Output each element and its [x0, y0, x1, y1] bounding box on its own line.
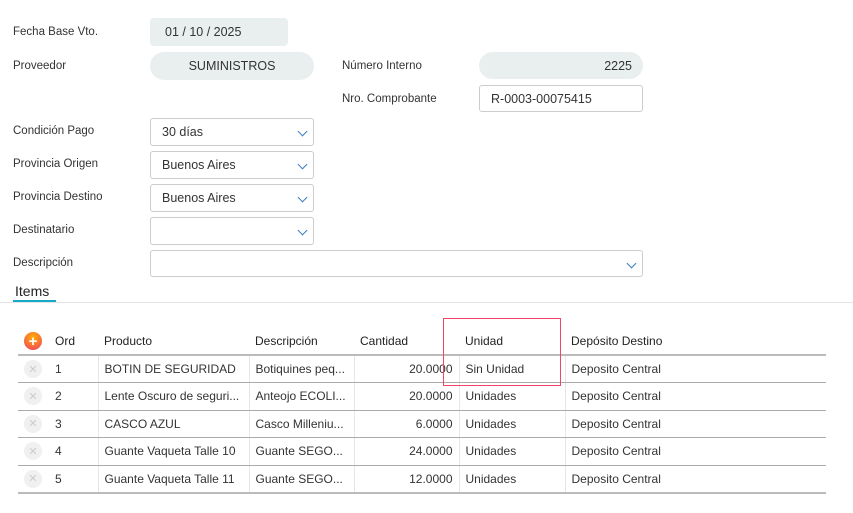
condicion-pago-value: 30 días: [162, 125, 204, 139]
cell-descripcion[interactable]: Guante SEGO...: [249, 465, 355, 494]
cell-deposito[interactable]: Deposito Central: [565, 437, 826, 466]
condicion-pago-select[interactable]: 30 días: [150, 118, 314, 146]
cell-ord: 1: [49, 355, 99, 383]
cell-deposito[interactable]: Deposito Central: [565, 410, 826, 438]
descripcion-select[interactable]: [150, 250, 643, 277]
tab-items-indicator: [13, 300, 56, 303]
cell-deposito[interactable]: Deposito Central: [565, 355, 826, 383]
cell-producto[interactable]: Guante Vaqueta Talle 10: [98, 437, 250, 466]
chevron-down-icon: [297, 159, 308, 170]
cell-unidad[interactable]: Unidades: [459, 382, 566, 411]
destinatario-label: Destinatario: [13, 224, 75, 236]
cell-producto[interactable]: Lente Oscuro de seguri...: [98, 382, 250, 411]
x-circle-icon[interactable]: ✕: [24, 442, 42, 461]
table-row[interactable]: ✕ 5 Guante Vaqueta Talle 11 Guante SEGO.…: [18, 465, 826, 494]
cell-unidad[interactable]: Sin Unidad: [459, 355, 566, 383]
table-row[interactable]: ✕ 1 BOTIN DE SEGURIDAD Botiquines peq...…: [18, 355, 826, 383]
provincia-destino-label: Provincia Destino: [13, 191, 103, 203]
proveedor-field[interactable]: SUMINISTROS: [150, 52, 314, 80]
nro-comprobante-label: Nro. Comprobante: [342, 93, 437, 105]
x-circle-icon[interactable]: ✕: [24, 360, 42, 378]
cell-unidad[interactable]: Unidades: [459, 437, 566, 466]
fecha-base-field[interactable]: 01 / 10 / 2025: [150, 18, 288, 46]
cell-cantidad[interactable]: 20.0000: [354, 382, 460, 411]
cell-descripcion[interactable]: Guante SEGO...: [249, 437, 355, 466]
table-row[interactable]: ✕ 2 Lente Oscuro de seguri... Anteojo EC…: [18, 382, 826, 411]
chevron-down-icon: [297, 225, 308, 236]
nro-comprobante-input[interactable]: R-0003-00075415: [479, 85, 643, 112]
proveedor-label: Proveedor: [13, 60, 67, 72]
chevron-down-icon: [626, 258, 637, 269]
cell-descripcion[interactable]: Anteojo ECOLI...: [249, 382, 355, 411]
table-header: + Ord Producto Descripción Cantidad Unid…: [18, 328, 826, 356]
cell-producto[interactable]: Guante Vaqueta Talle 11: [98, 465, 250, 494]
provincia-origen-value: Buenos Aires: [162, 158, 236, 172]
table-row[interactable]: ✕ 3 CASCO AZUL Casco Milleniu... 6.0000 …: [18, 410, 826, 438]
items-table: + Ord Producto Descripción Cantidad Unid…: [18, 328, 826, 494]
numero-interno-label: Número Interno: [342, 60, 422, 72]
header-producto[interactable]: Producto: [98, 328, 249, 356]
cell-ord: 3: [49, 410, 99, 438]
cell-cantidad[interactable]: 20.0000: [354, 355, 460, 383]
x-circle-icon[interactable]: ✕: [24, 414, 42, 433]
provincia-origen-label: Provincia Origen: [13, 158, 99, 170]
header-cantidad[interactable]: Cantidad: [354, 328, 459, 356]
cell-unidad[interactable]: Unidades: [459, 410, 566, 438]
header-ord[interactable]: Ord: [49, 328, 98, 356]
descripcion-label: Descripción: [13, 257, 74, 269]
cell-unidad[interactable]: Unidades: [459, 465, 566, 494]
condicion-pago-label: Condición Pago: [13, 125, 95, 137]
cell-ord: 2: [49, 382, 99, 411]
provincia-destino-select[interactable]: Buenos Aires: [150, 184, 314, 212]
table-row[interactable]: ✕ 4 Guante Vaqueta Talle 10 Guante SEGO.…: [18, 437, 826, 466]
cell-cantidad[interactable]: 12.0000: [354, 465, 460, 494]
cell-cantidad[interactable]: 24.0000: [354, 437, 460, 466]
cell-descripcion[interactable]: Botiquines peq...: [249, 355, 355, 383]
tab-divider: [0, 302, 853, 303]
cell-producto[interactable]: CASCO AZUL: [98, 410, 250, 438]
cell-producto[interactable]: BOTIN DE SEGURIDAD: [98, 355, 250, 383]
cell-cantidad[interactable]: 6.0000: [354, 410, 460, 438]
header-descripcion[interactable]: Descripción: [249, 328, 354, 356]
chevron-down-icon: [297, 126, 308, 137]
header-deposito[interactable]: Depósito Destino: [565, 328, 826, 356]
fecha-base-label: Fecha Base Vto.: [13, 26, 99, 38]
numero-interno-field[interactable]: 2225: [479, 52, 643, 79]
cell-deposito[interactable]: Deposito Central: [565, 465, 826, 494]
provincia-destino-value: Buenos Aires: [162, 191, 236, 205]
cell-descripcion[interactable]: Casco Milleniu...: [249, 410, 355, 438]
header-unidad[interactable]: Unidad: [459, 328, 565, 356]
tab-items[interactable]: Items: [15, 283, 50, 299]
provincia-origen-select[interactable]: Buenos Aires: [150, 151, 314, 179]
cell-deposito[interactable]: Deposito Central: [565, 382, 826, 411]
plus-circle-icon[interactable]: +: [24, 332, 42, 350]
cell-ord: 5: [49, 465, 99, 494]
x-circle-icon[interactable]: ✕: [24, 469, 42, 488]
destinatario-select[interactable]: [150, 217, 314, 245]
cell-ord: 4: [49, 437, 99, 466]
x-circle-icon[interactable]: ✕: [24, 387, 42, 406]
chevron-down-icon: [297, 192, 308, 203]
